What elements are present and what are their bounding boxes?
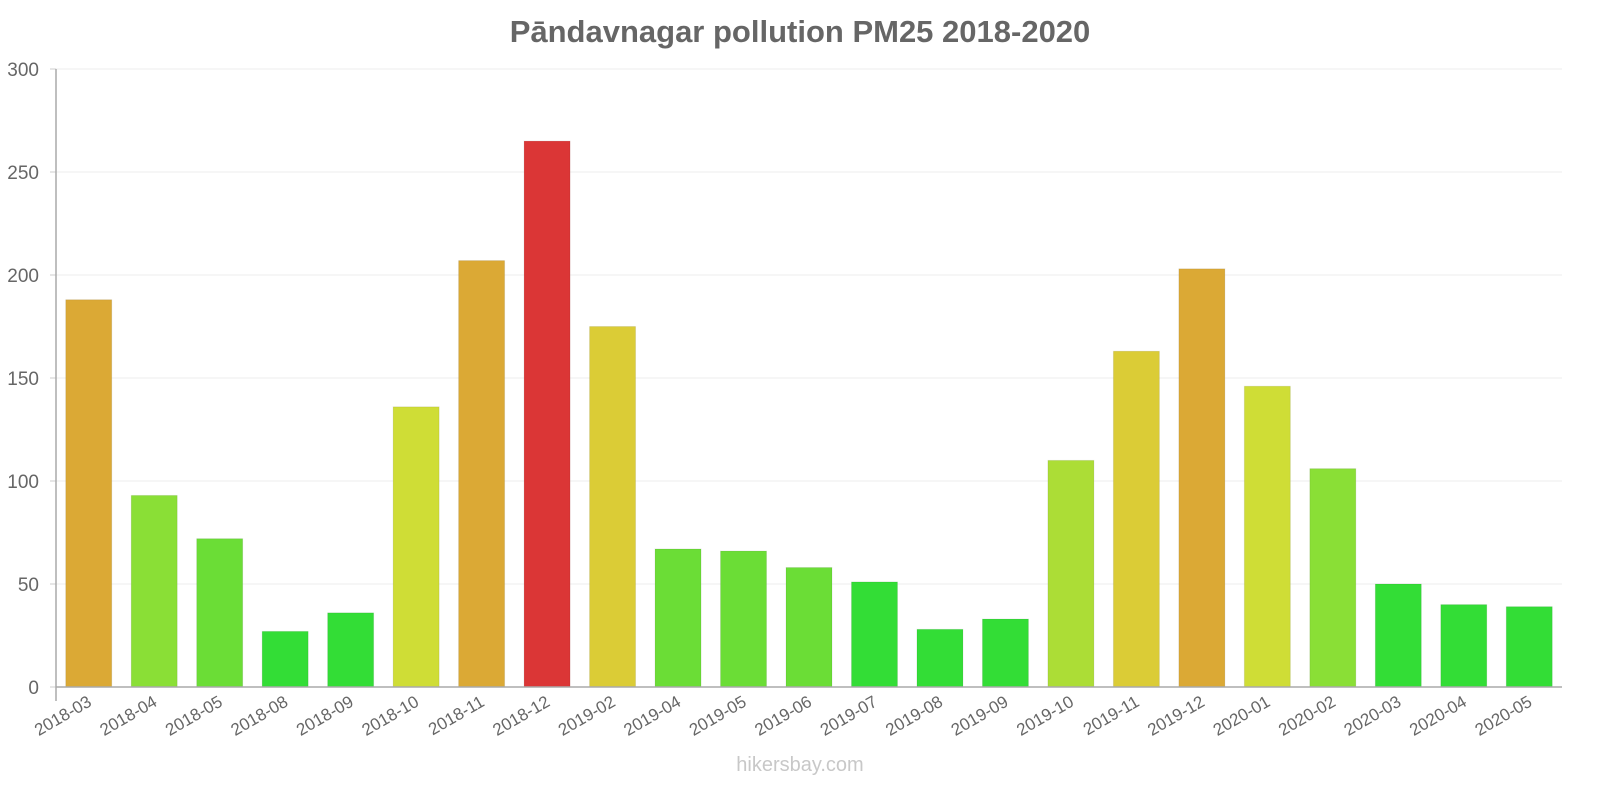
bar-2018-08[interactable] [261,630,309,688]
x-tick-label: 2019-08 [882,692,946,740]
bar-2019-06[interactable] [785,567,833,688]
x-tick-label: 2018-04 [97,692,161,740]
x-tick-label: 2018-08 [228,692,292,740]
bar-2019-12[interactable] [1178,268,1226,688]
x-tick-label: 2020-01 [1210,692,1274,740]
bar-2019-10[interactable] [1047,459,1095,688]
y-tick-label: 250 [7,163,39,184]
bar-2019-09[interactable] [981,618,1029,688]
x-tick-label: 2019-06 [751,692,815,740]
bar-2020-05[interactable] [1505,606,1553,688]
bar-2018-05[interactable] [196,538,244,688]
y-tick-label: 200 [7,266,39,287]
bar-2019-02[interactable] [589,326,637,688]
bar-2019-11[interactable] [1112,350,1160,688]
x-tick-label: 2018-03 [31,692,95,740]
x-tick-label: 2020-02 [1275,692,1339,740]
watermark: hikersbay.com [736,754,864,776]
bar-2020-01[interactable] [1243,385,1291,688]
bar-2019-08[interactable] [916,628,964,688]
y-tick-label: 300 [7,60,39,81]
gridlines [56,68,1562,585]
bar-2019-05[interactable] [720,550,768,688]
x-tick-label: 2020-05 [1472,692,1536,740]
bars [65,140,1553,688]
x-tick-label: 2019-10 [1013,692,1077,740]
bar-2020-03[interactable] [1374,583,1422,688]
x-tick-label: 2019-12 [1144,692,1208,740]
x-tick-label: 2019-07 [817,692,881,740]
x-tick-label: 2018-10 [359,692,423,740]
x-tick-label: 2019-09 [948,692,1012,740]
bar-2019-04[interactable] [654,548,702,688]
bar-2020-02[interactable] [1309,468,1357,688]
bar-2020-04[interactable] [1440,604,1488,688]
bar-2018-12[interactable] [523,140,571,688]
x-tick-label: 2019-05 [686,692,750,740]
y-tick-label: 50 [18,575,39,596]
bar-2018-03[interactable] [65,299,113,688]
x-tick-label: 2020-03 [1341,692,1405,740]
x-tick-label: 2020-04 [1406,692,1470,740]
bar-2018-04[interactable] [130,494,178,688]
bar-2018-11[interactable] [458,260,506,688]
x-tick-label: 2018-12 [490,692,554,740]
x-tick-label: 2018-05 [162,692,226,740]
bar-2019-07[interactable] [850,581,898,688]
x-tick-label: 2019-11 [1080,692,1142,739]
y-tick-label: 150 [7,369,39,390]
x-tick-label: 2018-09 [293,692,357,740]
bar-2018-09[interactable] [327,612,375,688]
y-tick-label: 100 [7,472,39,493]
x-tick-label: 2019-04 [621,692,685,740]
chart-title: Pāndavnagar pollution PM25 2018-2020 [509,14,1091,49]
x-axis: 2018-03 2018-04 2018-05 2018-08 2018-09 2018-… [31,686,1562,740]
bar-2018-10[interactable] [392,406,440,688]
x-tick-label: 2019-02 [555,692,619,740]
x-tick-label: 2018-11 [425,692,487,739]
y-axis: 0 50 100 150 200 250 300 [7,60,57,701]
y-tick-label: 0 [28,678,39,699]
